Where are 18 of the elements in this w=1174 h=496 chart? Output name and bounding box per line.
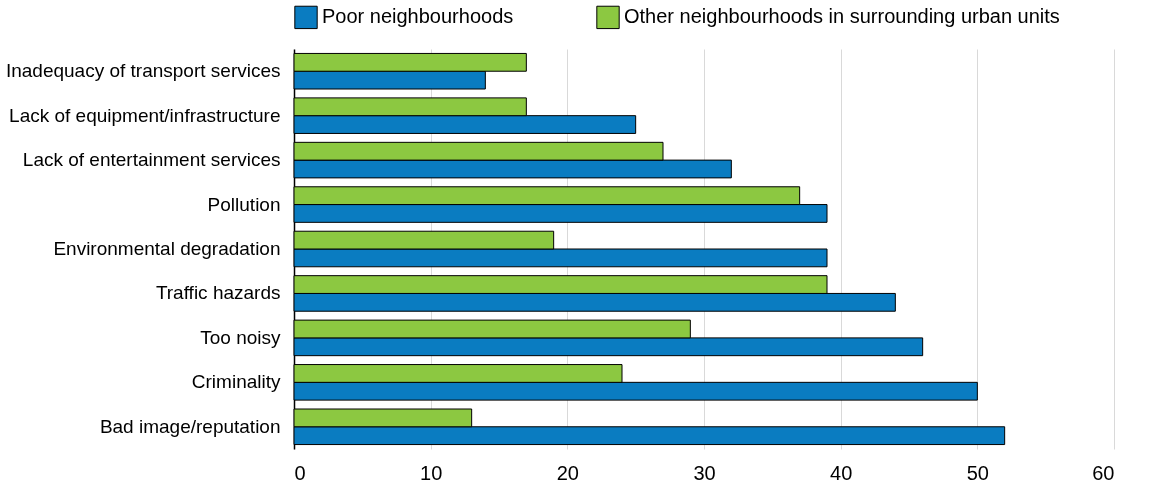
x-tick-label: 10 [420, 461, 443, 484]
x-tick-label: 0 [294, 461, 306, 484]
y-tick-label: Lack of entertainment services [22, 149, 281, 171]
x-tick-label: 40 [830, 461, 853, 484]
y-tick-label: Environmental degradation [53, 238, 281, 259]
legend-label: Poor neighbourhoods [322, 5, 514, 28]
x-tick-label: 30 [693, 461, 716, 484]
x-tick-label: 60 [1092, 461, 1115, 484]
y-tick-label: Inadequacy of transport services [5, 60, 281, 82]
y-tick-label: Traffic hazards [155, 282, 281, 304]
legend-label: Other neighbourhoods in surrounding urban units [624, 5, 1060, 28]
y-tick-label: Bad image/reputation [99, 415, 281, 437]
y-tick-label: Too noisy [200, 326, 281, 348]
y-tick-label: Lack of equipment/infrastructure [9, 104, 281, 126]
x-tick-label: 20 [556, 461, 579, 484]
x-tick-label: 50 [966, 461, 989, 484]
y-tick-label: Pollution [207, 193, 281, 215]
y-tick-label: Criminality [191, 371, 281, 393]
